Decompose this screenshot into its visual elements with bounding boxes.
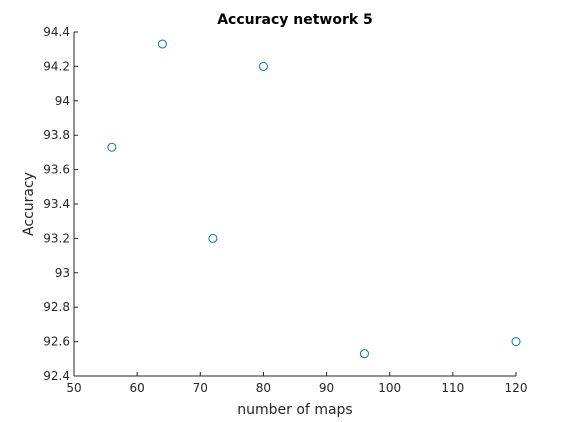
data-points <box>107 39 521 359</box>
plot-axes: 50 60 70 80 90 100 110 120 92.4 92.6 92.8 93 93.2 93.… <box>43 25 527 395</box>
chart-title: Accuracy network 5 <box>217 12 373 28</box>
x-tick-label: 70 <box>193 381 208 395</box>
y-tick-label: 93.4 <box>43 197 70 211</box>
x-tick-label: 90 <box>319 381 334 395</box>
y-axis-label: Accuracy <box>21 172 37 236</box>
y-tick-label: 93.6 <box>43 163 70 177</box>
data-point <box>258 61 268 71</box>
x-tick-label: 50 <box>66 381 81 395</box>
y-tick-label: 94.2 <box>43 59 70 73</box>
y-tick-label: 93.8 <box>43 128 70 142</box>
y-tick-label: 94 <box>55 94 70 108</box>
y-tick-label: 92.8 <box>43 300 70 314</box>
x-axis-label: number of maps <box>237 402 352 418</box>
y-tick-label: 93.2 <box>43 231 70 245</box>
data-point <box>107 142 117 152</box>
x-tick-label: 120 <box>505 381 528 395</box>
data-point <box>511 337 521 347</box>
y-tick-label: 92.6 <box>43 335 70 349</box>
y-tick-label: 92.4 <box>43 369 70 383</box>
data-point <box>157 39 167 49</box>
x-tick-label: 100 <box>378 381 401 395</box>
y-tick-label: 93 <box>55 266 70 280</box>
data-point <box>359 349 369 359</box>
y-tick-label: 94.4 <box>43 25 70 39</box>
x-tick-label: 80 <box>256 381 271 395</box>
x-tick-label: 110 <box>441 381 464 395</box>
x-tick-label: 60 <box>130 381 145 395</box>
data-point <box>208 233 218 243</box>
